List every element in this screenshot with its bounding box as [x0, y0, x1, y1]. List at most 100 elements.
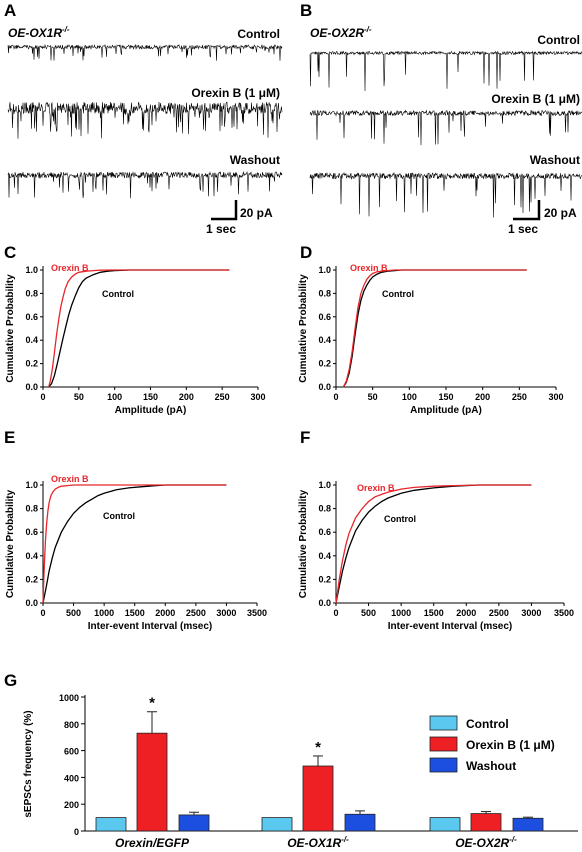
- y-tick-label: 0.8: [25, 504, 38, 514]
- y-tick-label: 0.2: [25, 574, 38, 584]
- panel-d-letter: D: [300, 243, 312, 262]
- bar: [512, 817, 544, 832]
- x-tick-label: 200: [179, 392, 194, 402]
- bar: [302, 765, 334, 832]
- bar: [95, 817, 127, 832]
- trace-control: [7, 43, 283, 61]
- y-tick-label: 0.8: [318, 288, 331, 298]
- y-tick-label: 0.6: [318, 527, 331, 537]
- scale-y-label: 20 pA: [240, 206, 273, 220]
- y-tick-label: 400: [64, 773, 79, 783]
- series-line-orexin-b: [335, 484, 532, 604]
- series-line-orexin-b: [42, 484, 227, 604]
- series-annotation: Orexin B: [350, 263, 388, 273]
- panel-g: G 0 200 400 600 800 1000 sEPSCs frequency (%) *…: [4, 671, 578, 850]
- panel-b: B OE-OX2R-/- Control Orexin B (1 μM) Was…: [300, 1, 582, 236]
- x-tick-label: 2500: [186, 608, 206, 618]
- y-tick-label: 1000: [59, 693, 79, 703]
- series-line-orexin-b: [48, 269, 230, 388]
- y-tick-label: 0.6: [25, 527, 38, 537]
- x-axis-label: Amplitude (pA): [115, 405, 187, 416]
- y-axis-label: Cumulative Probability: [5, 274, 16, 383]
- legend-swatch: [429, 736, 458, 752]
- trace-washout: [309, 171, 582, 218]
- y-tick-label: 0.2: [318, 359, 331, 369]
- x-tick-label: 0: [40, 392, 45, 402]
- x-tick-label: 2000: [456, 608, 476, 618]
- trace-orexin: [7, 101, 283, 139]
- trace-washout: [7, 171, 283, 199]
- x-tick-label: 1500: [125, 608, 145, 618]
- panel-b-letter: B: [300, 1, 312, 20]
- x-tick-label: 3000: [521, 608, 541, 618]
- x-tick-label: 0: [333, 608, 338, 618]
- scale-x-label: 1 sec: [508, 222, 538, 236]
- panel-f-letter: F: [300, 428, 310, 447]
- y-tick-label: 0.6: [25, 312, 38, 322]
- significance-marker: *: [315, 739, 321, 756]
- panel-a-washout-label: Washout: [230, 153, 280, 167]
- scale-x-label: 1 sec: [206, 222, 236, 236]
- x-tick-label: 3500: [554, 608, 574, 618]
- legend-label: Orexin B (1 μM): [466, 738, 555, 752]
- legend-label: Washout: [466, 759, 516, 773]
- x-tick-label: 3500: [247, 608, 267, 618]
- y-axis-label: sEPSCs frequency (%): [23, 710, 34, 817]
- bar: [344, 813, 376, 832]
- bar: [178, 814, 210, 832]
- y-tick-label: 0.4: [318, 551, 331, 561]
- bar: [136, 732, 168, 832]
- trace-orexin: [309, 109, 582, 146]
- y-axis-label: Cumulative Probability: [298, 274, 309, 383]
- y-tick-label: 600: [64, 747, 79, 757]
- panel-a-orexin-label: Orexin B (1 μM): [191, 86, 280, 100]
- x-tick-label: 0: [40, 608, 45, 618]
- x-tick-label: 150: [438, 392, 453, 402]
- x-axis-label: Inter-event Interval (msec): [88, 621, 213, 632]
- y-tick-label: 0.4: [318, 335, 331, 345]
- bar: [429, 817, 461, 832]
- y-tick-label: 0.2: [318, 574, 331, 584]
- x-tick-label: 300: [548, 392, 563, 402]
- series-annotation: Control: [102, 289, 134, 299]
- y-tick-label: 1.0: [25, 480, 38, 490]
- y-tick-label: 0.4: [25, 551, 38, 561]
- x-tick-label: 250: [512, 392, 527, 402]
- bar: [470, 813, 502, 832]
- x-tick-label: 2000: [155, 608, 175, 618]
- x-tick-label: 2500: [489, 608, 509, 618]
- panel-a-genotype: OE-OX1R-/-: [8, 25, 70, 40]
- panel-b-genotype: OE-OX2R-/-: [310, 25, 372, 40]
- panel-e: E 0.0 0.2 0.4 0.6 0.8 1.0 0 500 1000 1500 2000 2500…: [4, 428, 267, 632]
- x-tick-label: 0: [333, 392, 338, 402]
- scale-bar: [211, 200, 238, 221]
- scale-y-label: 20 pA: [544, 206, 577, 220]
- x-tick-label: 1000: [94, 608, 114, 618]
- x-axis-label: Inter-event Interval (msec): [388, 621, 513, 632]
- x-tick-label: 3000: [216, 608, 236, 618]
- y-tick-label: 200: [64, 800, 79, 810]
- category-label: OE-OX1R-/-: [287, 835, 349, 850]
- x-tick-label: 1000: [391, 608, 411, 618]
- panel-c-letter: C: [4, 243, 16, 262]
- series-annotation: Orexin B: [51, 474, 89, 484]
- x-tick-label: 50: [368, 392, 378, 402]
- y-tick-label: 0.8: [318, 504, 331, 514]
- panel-c: C 0.0 0.2 0.4 0.6 0.8 1.0 0 50 100 150 200 250 300 Am…: [4, 243, 266, 416]
- series-annotation: Control: [384, 514, 416, 524]
- legend-swatch: [429, 757, 458, 773]
- panel-e-letter: E: [4, 428, 15, 447]
- y-tick-label: 0: [74, 827, 79, 837]
- panel-a-control-label: Control: [237, 27, 280, 41]
- y-tick-label: 0.0: [25, 598, 38, 608]
- series-line-control: [342, 269, 527, 388]
- scale-bar: [513, 200, 541, 221]
- x-tick-label: 500: [66, 608, 81, 618]
- y-tick-label: 0.2: [25, 359, 38, 369]
- y-tick-label: 1.0: [318, 480, 331, 490]
- legend-label: Control: [466, 717, 509, 731]
- series-line-control: [42, 484, 227, 604]
- x-tick-label: 50: [74, 392, 84, 402]
- panel-a-letter: A: [4, 1, 16, 20]
